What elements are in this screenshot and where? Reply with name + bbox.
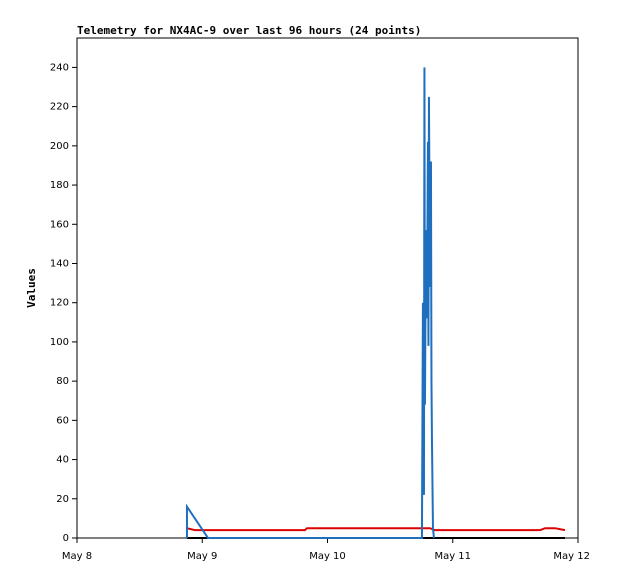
y-tick-label: 40 (56, 455, 69, 466)
y-tick-label: 160 (50, 219, 69, 230)
y-tick-label: 20 (56, 494, 69, 505)
y-tick-label: 0 (63, 533, 69, 544)
y-axis-label: Values (25, 268, 38, 308)
y-tick-label: 220 (50, 102, 69, 113)
y-tick-label: 140 (50, 258, 69, 269)
x-tick-label: May 12 (553, 551, 590, 562)
chart-title: Telemetry for NX4AC-9 over last 96 hours… (77, 24, 421, 37)
x-tick-label: May 10 (309, 551, 346, 562)
y-tick-label: 80 (56, 376, 69, 387)
y-tick-label: 60 (56, 415, 69, 426)
y-tick-label: 180 (50, 180, 69, 191)
y-tick-label: 240 (50, 62, 69, 73)
x-tick-label: May 11 (434, 551, 471, 562)
x-tick-label: May 8 (62, 551, 92, 562)
series-line (185, 67, 435, 539)
y-tick-label: 100 (50, 337, 69, 348)
x-tick-label: May 9 (187, 551, 217, 562)
y-tick-label: 120 (50, 298, 69, 309)
y-tick-label: 200 (50, 141, 69, 152)
plot-frame (76, 37, 579, 539)
